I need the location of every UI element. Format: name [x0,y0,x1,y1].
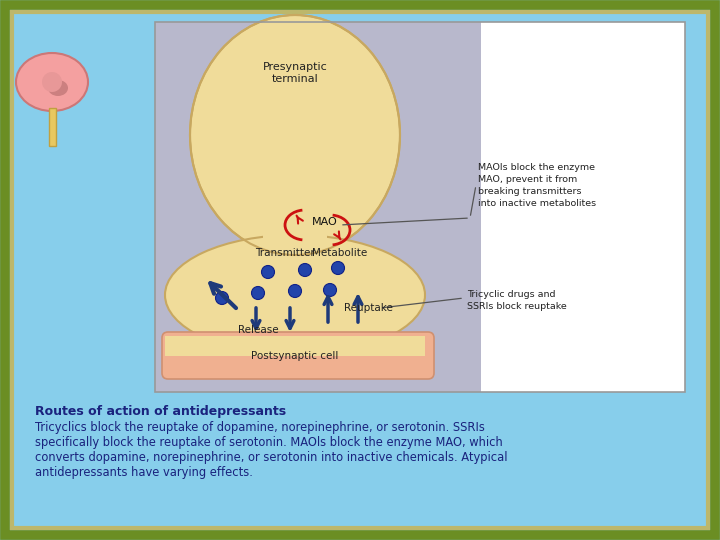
FancyBboxPatch shape [162,332,434,379]
Bar [155,22,481,392]
Text: Tricyclics block the reuptake of dopamine, norepinephrine, or serotonin. SSRIs: Tricyclics block the reuptake of dopamin… [35,421,485,434]
Circle shape [261,266,274,279]
Text: MAO: MAO [312,217,338,227]
Circle shape [299,264,312,276]
Bar [263,228,327,283]
Ellipse shape [190,15,400,255]
Bar [263,225,327,285]
Text: antidepressants have varying effects.: antidepressants have varying effects. [35,466,253,479]
Text: Metabolite: Metabolite [312,248,368,258]
Ellipse shape [165,235,425,355]
Circle shape [42,72,62,92]
Circle shape [215,292,228,305]
Text: Transmitter: Transmitter [255,248,315,258]
Bar [165,336,425,356]
Bar [481,22,685,392]
Circle shape [289,285,302,298]
Text: MAOIs block the enzyme
MAO, prevent it from
breaking transmitters
into inactive : MAOIs block the enzyme MAO, prevent it f… [478,163,596,208]
Circle shape [323,284,336,296]
Text: Postsynaptic cell: Postsynaptic cell [251,351,338,361]
Text: Presynaptic
terminal: Presynaptic terminal [263,62,328,84]
Bar [155,22,685,392]
Circle shape [251,287,264,300]
Ellipse shape [48,80,68,96]
Text: Tricyclic drugs and
SSRIs block reuptake: Tricyclic drugs and SSRIs block reuptake [467,290,567,311]
Ellipse shape [16,53,88,111]
Text: Release: Release [238,325,279,335]
Bar [49,108,56,146]
Text: Routes of action of antidepressants: Routes of action of antidepressants [35,405,286,418]
Text: Reuptake: Reuptake [343,303,392,313]
Circle shape [331,261,344,274]
Text: converts dopamine, norepinephrine, or serotonin into inactive chemicals. Atypica: converts dopamine, norepinephrine, or se… [35,451,508,464]
Text: specifically block the reuptake of serotonin. MAOls block the enzyme MAO, which: specifically block the reuptake of serot… [35,436,503,449]
